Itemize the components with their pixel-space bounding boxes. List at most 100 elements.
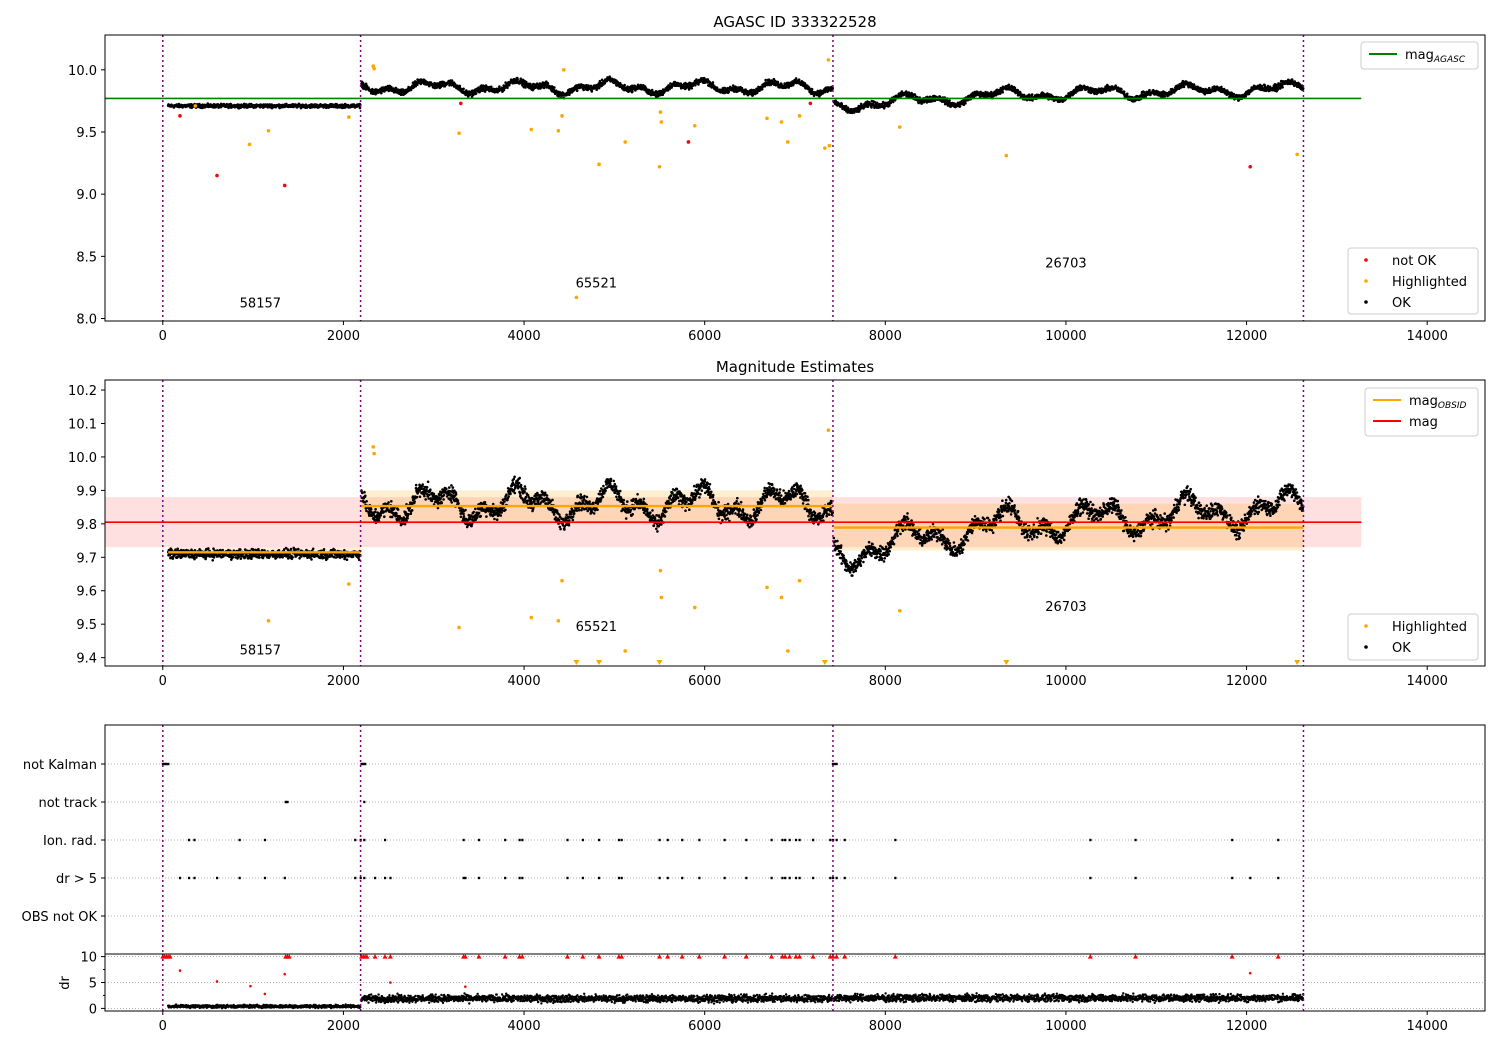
highlighted-point [557, 129, 561, 133]
y-tick-label: 9.0 [76, 188, 97, 203]
highlighted-point [267, 129, 271, 133]
ok-point [475, 92, 478, 95]
legend-marker [1364, 279, 1368, 283]
ok-point [777, 82, 780, 85]
highlighted-point [597, 163, 601, 167]
ok-point [1261, 85, 1264, 88]
ok-point [712, 81, 715, 84]
ok-point [1183, 86, 1186, 89]
obsid-label: 26703 [1045, 257, 1086, 272]
highlighted-point [372, 67, 376, 71]
ok-point [238, 555, 241, 558]
highlighted-point [560, 114, 564, 118]
ok-point [459, 85, 462, 88]
highlighted-point [765, 117, 769, 121]
ok-point [888, 104, 891, 107]
highlighted-point [1005, 154, 1009, 158]
not-ok-point [283, 184, 287, 188]
y-tick-label: 9.5 [76, 126, 97, 141]
x-tick-label: 14000 [1407, 329, 1448, 344]
ok-point [297, 548, 300, 551]
ok-point [1120, 88, 1123, 91]
x-tick-label: 10000 [1045, 329, 1086, 344]
ok-point [172, 557, 175, 560]
ok-point [623, 84, 626, 87]
highlighted-point [1295, 153, 1299, 157]
ok-point [1008, 84, 1011, 87]
ok-point [291, 556, 294, 559]
ok-point [239, 548, 242, 551]
ok-point [811, 88, 814, 91]
not-ok-point [215, 174, 219, 178]
legend-marker [1364, 258, 1368, 262]
x-tick-label: 4000 [508, 329, 541, 344]
highlighted-point [828, 144, 832, 148]
ok-point [290, 548, 293, 551]
not-ok-point [459, 102, 463, 106]
y-tick-label: 8.5 [76, 250, 97, 265]
obsid-label: 65521 [576, 276, 617, 291]
ok-point [948, 99, 951, 102]
not-ok-point [687, 140, 691, 144]
ok-point [591, 90, 594, 93]
highlighted-point [248, 143, 252, 147]
ok-point [1220, 86, 1223, 89]
ok-point [232, 556, 235, 559]
obsid-label: 58157 [240, 296, 281, 311]
highlighted-point [347, 115, 351, 119]
ok-point [323, 548, 326, 551]
ok-point [876, 102, 879, 105]
legend-label: Highlighted [1392, 275, 1467, 290]
highlighted-point [575, 296, 579, 300]
ok-point [371, 88, 374, 91]
x-tick-label: 2000 [327, 329, 360, 344]
ok-point [1302, 87, 1305, 90]
highlighted-point [457, 131, 461, 135]
ok-point [831, 87, 834, 90]
ok-point [310, 558, 313, 561]
ok-point [213, 556, 216, 559]
ok-point [651, 89, 654, 92]
highlighted-point [529, 128, 533, 132]
ok-point [240, 557, 243, 560]
ok-point [506, 86, 509, 89]
ok-point [462, 88, 465, 91]
ok-point [870, 106, 873, 109]
ok-point [516, 78, 519, 81]
ok-point [761, 88, 764, 91]
ok-point [258, 556, 261, 559]
ok-point [221, 549, 224, 552]
legend-marker [1364, 300, 1368, 304]
highlighted-point [194, 104, 198, 108]
ok-point [498, 85, 501, 88]
ok-point [250, 557, 253, 560]
ok-point [691, 87, 694, 90]
highlighted-point [562, 68, 566, 72]
ok-point [959, 105, 962, 108]
ok-point [211, 559, 214, 562]
ok-point [300, 555, 303, 558]
ok-point [352, 556, 355, 559]
not-ok-point [1248, 165, 1252, 169]
ok-point [1233, 93, 1236, 96]
ok-point [359, 107, 362, 110]
legend-label: not OK [1392, 254, 1437, 269]
ok-point [631, 90, 634, 93]
ok-point [346, 558, 349, 561]
ok-point [1148, 89, 1151, 92]
ok-point [207, 547, 210, 550]
agasc-title: AGASC ID 333322528 [713, 13, 876, 31]
x-tick-label: 6000 [688, 329, 721, 344]
x-tick-label: 8000 [869, 329, 902, 344]
ok-point [1031, 93, 1034, 96]
ok-point [1028, 93, 1031, 96]
highlighted-point [623, 140, 627, 144]
highlighted-point [798, 114, 802, 118]
ok-point [587, 84, 590, 87]
y-tick-label: 10.0 [68, 64, 97, 79]
ok-point [576, 90, 579, 93]
ok-point [741, 87, 744, 90]
y-tick-label: 8.0 [76, 313, 97, 328]
